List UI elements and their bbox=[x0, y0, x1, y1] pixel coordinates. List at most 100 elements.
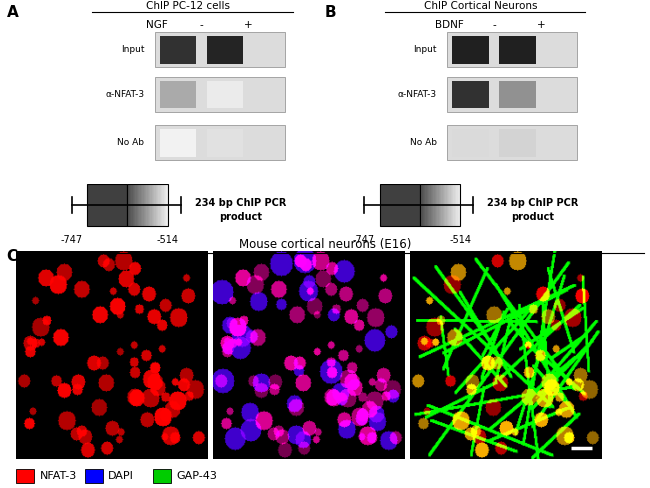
Bar bbox=[157, 184, 159, 226]
Bar bbox=[135, 184, 137, 226]
Bar bbox=[434, 184, 435, 226]
Text: Mouse cortical neurons (E16): Mouse cortical neurons (E16) bbox=[239, 238, 411, 251]
Bar bbox=[439, 184, 440, 226]
Bar bbox=[420, 184, 460, 226]
Bar bbox=[136, 184, 138, 226]
Bar bbox=[448, 184, 450, 226]
Bar bbox=[207, 81, 243, 108]
Bar bbox=[499, 36, 536, 63]
Bar bbox=[425, 184, 427, 226]
Text: α-NFAT-3: α-NFAT-3 bbox=[105, 90, 144, 99]
Bar bbox=[134, 184, 136, 226]
Bar bbox=[452, 129, 489, 157]
Bar bbox=[432, 184, 434, 226]
Text: BDNF: BDNF bbox=[436, 20, 464, 30]
Bar bbox=[449, 184, 451, 226]
Bar bbox=[133, 184, 135, 226]
Bar bbox=[150, 184, 152, 226]
Bar bbox=[424, 184, 426, 226]
Bar bbox=[380, 184, 420, 226]
Text: No Ab: No Ab bbox=[117, 139, 144, 147]
Text: NFAT-3: NFAT-3 bbox=[40, 471, 77, 481]
Bar bbox=[440, 184, 441, 226]
Bar bbox=[162, 184, 164, 226]
Bar bbox=[160, 81, 196, 108]
Bar bbox=[138, 184, 140, 226]
Text: ChIP PC-12 cells: ChIP PC-12 cells bbox=[146, 1, 231, 11]
Bar bbox=[428, 184, 430, 226]
Bar bbox=[447, 125, 577, 161]
Bar bbox=[161, 184, 162, 226]
Text: B: B bbox=[325, 5, 337, 20]
Bar bbox=[444, 184, 446, 226]
Text: -514: -514 bbox=[449, 235, 471, 244]
Bar bbox=[141, 184, 142, 226]
Text: Input: Input bbox=[413, 45, 437, 54]
Bar bbox=[437, 184, 439, 226]
Text: +: + bbox=[536, 20, 545, 30]
Text: ChIP Cortical Neurons: ChIP Cortical Neurons bbox=[424, 1, 538, 11]
Bar bbox=[456, 184, 458, 226]
Bar bbox=[130, 184, 132, 226]
Bar bbox=[87, 184, 127, 226]
Bar bbox=[452, 184, 454, 226]
Bar bbox=[426, 184, 428, 226]
Bar bbox=[140, 184, 141, 226]
Bar bbox=[155, 184, 157, 226]
Bar bbox=[445, 184, 447, 226]
Bar bbox=[431, 184, 432, 226]
Text: Input: Input bbox=[121, 45, 144, 54]
Bar bbox=[146, 184, 148, 226]
Bar bbox=[159, 184, 160, 226]
Text: α-NFAT-3: α-NFAT-3 bbox=[398, 90, 437, 99]
Bar bbox=[127, 184, 168, 226]
Bar bbox=[131, 184, 133, 226]
Text: 234 bp ChIP PCR
product: 234 bp ChIP PCR product bbox=[195, 199, 286, 222]
Bar bbox=[435, 184, 436, 226]
Bar bbox=[420, 184, 421, 226]
Text: -514: -514 bbox=[157, 235, 179, 244]
Bar bbox=[127, 184, 129, 226]
Bar bbox=[421, 184, 423, 226]
Bar bbox=[452, 81, 489, 108]
Bar bbox=[151, 184, 153, 226]
Bar bbox=[207, 36, 243, 63]
Bar bbox=[447, 184, 448, 226]
Bar bbox=[148, 184, 149, 226]
Bar bbox=[153, 184, 155, 226]
Bar bbox=[447, 32, 577, 67]
Bar bbox=[142, 184, 144, 226]
Text: -747: -747 bbox=[60, 235, 83, 244]
Bar bbox=[155, 32, 285, 67]
Bar bbox=[155, 77, 285, 112]
Bar bbox=[164, 184, 165, 226]
Bar bbox=[455, 184, 456, 226]
Bar bbox=[149, 184, 151, 226]
Text: -747: -747 bbox=[353, 235, 375, 244]
Bar bbox=[160, 184, 161, 226]
Text: +: + bbox=[244, 20, 253, 30]
Text: NGF: NGF bbox=[146, 20, 168, 30]
Bar bbox=[429, 184, 431, 226]
Bar bbox=[441, 184, 443, 226]
Bar bbox=[144, 184, 145, 226]
Bar bbox=[443, 184, 445, 226]
Bar bbox=[452, 36, 489, 63]
Text: DAPI: DAPI bbox=[108, 471, 134, 481]
Bar bbox=[207, 129, 243, 157]
Bar bbox=[451, 184, 452, 226]
Bar bbox=[499, 81, 536, 108]
Bar bbox=[447, 77, 577, 112]
Bar bbox=[155, 125, 285, 161]
Text: -: - bbox=[492, 20, 496, 30]
Text: 234 bp ChIP PCR
product: 234 bp ChIP PCR product bbox=[488, 199, 578, 222]
Bar bbox=[160, 36, 196, 63]
Bar bbox=[166, 184, 168, 226]
Bar bbox=[145, 184, 146, 226]
Bar bbox=[499, 129, 536, 157]
Bar bbox=[129, 184, 131, 226]
Text: -: - bbox=[200, 20, 203, 30]
Text: No Ab: No Ab bbox=[410, 139, 437, 147]
Bar bbox=[160, 129, 196, 157]
Text: A: A bbox=[6, 5, 18, 20]
